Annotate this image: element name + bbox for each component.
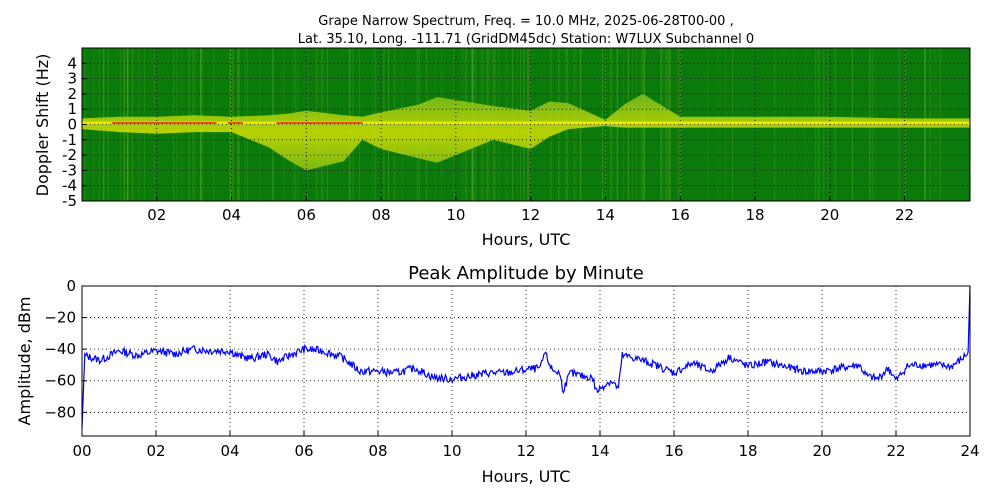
amplitude-x-tick-label: 08: [368, 442, 387, 460]
spectrum-y-tick-label: -5: [62, 192, 77, 210]
spectrum-x-ticks: 02 04 06 08 10 12 14 16 18 20 22: [147, 196, 914, 224]
amplitude-y-label: Amplitude, dBm: [15, 297, 34, 426]
spectrum-y-tick-label: -4: [62, 177, 77, 195]
amplitude-x-tick-label: 16: [664, 442, 683, 460]
spectrum-y-tick-label: -2: [62, 146, 77, 164]
amplitude-y-tick-label: 0: [66, 277, 76, 295]
amplitude-y-tick-label: −40: [44, 340, 76, 358]
amplitude-x-tick-label: 02: [146, 442, 165, 460]
spectrum-x-tick-label: 22: [895, 206, 914, 224]
amplitude-x-tick-label: 20: [812, 442, 831, 460]
amplitude-x-tick-label: 18: [738, 442, 757, 460]
spectrum-title-line1: Grape Narrow Spectrum, Freq. = 10.0 MHz,…: [318, 14, 733, 29]
amplitude-y-tick-label: −80: [44, 403, 76, 421]
spectrum-x-tick-label: 18: [745, 206, 764, 224]
spectrum-x-label: Hours, UTC: [482, 230, 571, 249]
amplitude-x-tick-label: 04: [220, 442, 239, 460]
spectrum-y-tick-label: 3: [67, 70, 77, 88]
spectrum-title-line2: Lat. 35.10, Long. -111.71 (GridDM45dc) S…: [298, 32, 754, 47]
spectrum-grid: [82, 48, 970, 201]
spectrum-y-tick-label: -3: [62, 161, 77, 179]
amplitude-x-tick-label: 00: [72, 442, 91, 460]
spectrum-x-tick-label: 20: [820, 206, 839, 224]
amplitude-x-tick-label: 22: [886, 442, 905, 460]
spectrum-x-tick-label: 06: [297, 206, 316, 224]
amplitude-x-tick-label: 14: [590, 442, 609, 460]
spectrum-x-tick-label: 02: [147, 206, 166, 224]
spectrum-plot-area: [82, 48, 970, 201]
spectrum-y-tick-label: -1: [62, 131, 77, 149]
spectrum-y-label: Doppler Shift (Hz): [33, 54, 52, 197]
spectrum-x-tick-label: 08: [372, 206, 391, 224]
amplitude-x-tick-label: 12: [516, 442, 535, 460]
spectrum-x-tick-label: 12: [521, 206, 540, 224]
spectrum-y-tick-label: 2: [67, 85, 77, 103]
amplitude-x-tick-label: 24: [960, 442, 979, 460]
spectrum-x-tick-label: 04: [222, 206, 241, 224]
amplitude-x-label: Hours, UTC: [482, 467, 571, 486]
amplitude-y-tick-label: −20: [44, 309, 76, 327]
spectrum-doppler-band: [82, 93, 970, 171]
amplitude-x-ticks: 00 02 04 06 08 10 12 14 16 18 20 22 24: [72, 431, 980, 460]
amplitude-title: Peak Amplitude by Minute: [408, 263, 644, 284]
amplitude-x-tick-label: 06: [294, 442, 313, 460]
spectrum-x-tick-label: 10: [446, 206, 465, 224]
spectrum-x-tick-label: 14: [596, 206, 615, 224]
spectrum-y-tick-label: 0: [67, 116, 77, 134]
spectrum-x-tick-label: 16: [671, 206, 690, 224]
spectrum-y-tick-label: 1: [67, 100, 77, 118]
amplitude-y-tick-label: −60: [44, 372, 76, 390]
amplitude-plot-background: [82, 286, 970, 436]
amplitude-y-ticks: 0 −20 −40 −60 −80: [44, 277, 87, 421]
amplitude-x-tick-label: 10: [442, 442, 461, 460]
amplitude-series-line: [82, 286, 970, 429]
spectrum-y-tick-label: 4: [67, 54, 77, 72]
